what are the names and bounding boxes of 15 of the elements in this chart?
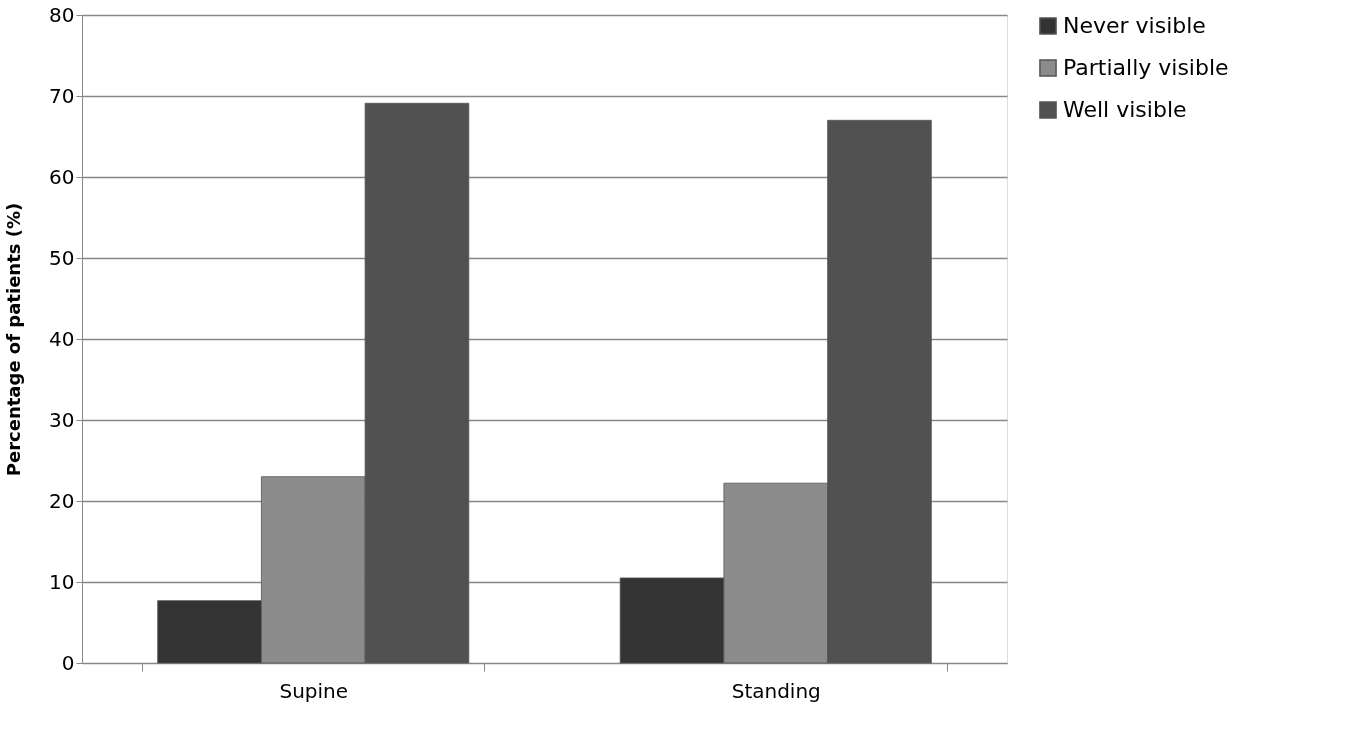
legend-label: Well visible <box>1063 97 1187 122</box>
y-tick-label: 0 <box>61 650 75 675</box>
y-tick-label: 50 <box>49 245 75 270</box>
y-tick-label: 20 <box>49 488 75 513</box>
y-tick-label: 30 <box>49 407 75 432</box>
y-axis-title: Percentage of patients (%) <box>3 202 25 477</box>
x-tick-label: Standing <box>731 678 821 703</box>
y-tick-label: 80 <box>49 2 75 27</box>
y-tick-label: 10 <box>49 569 75 594</box>
legend-label: Never visible <box>1063 13 1206 38</box>
x-tick-label: Supine <box>279 678 349 703</box>
y-tick-label: 60 <box>49 164 75 189</box>
y-tick-label: 40 <box>49 326 75 351</box>
legend-label: Partially visible <box>1063 55 1229 80</box>
y-tick-label: 70 <box>49 83 75 108</box>
